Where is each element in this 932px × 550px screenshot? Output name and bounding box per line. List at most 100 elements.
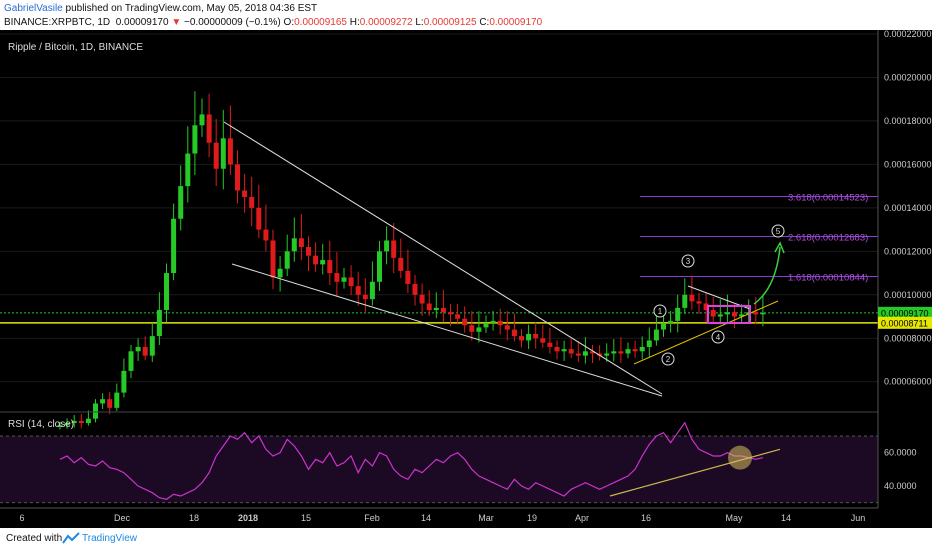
x-tick-label: May: [725, 513, 743, 523]
candle-body: [433, 307, 439, 311]
fib-level-label: 2.618(0.00012683): [788, 232, 868, 243]
candle-body: [440, 307, 446, 313]
drawing-tools: [223, 121, 785, 397]
symbol-label: BINANCE:XRPBTC, 1D: [4, 17, 111, 28]
candle-body: [306, 246, 311, 256]
y-tick-label: 0.00008000: [884, 333, 932, 343]
candle-body: [128, 351, 134, 371]
x-tick-label: 15: [301, 513, 311, 523]
candle-body: [419, 294, 425, 304]
candle-body: [320, 260, 326, 265]
candle-body: [455, 314, 461, 319]
rsi-band: [0, 436, 878, 503]
candle-body: [582, 351, 588, 356]
candle-body: [717, 314, 723, 317]
candle-body: [270, 240, 276, 278]
y-tick-label: 0.00016000: [884, 159, 932, 169]
price-tag-label: 0.00009170: [881, 308, 929, 318]
candle-body: [298, 238, 304, 247]
candle-body: [327, 260, 333, 274]
candle-body: [732, 312, 737, 317]
candle-body: [71, 420, 77, 424]
created-with-label: Created with: [6, 533, 63, 544]
price-chart[interactable]: 1.618(0.00010844) 2.618(0.00012683) 3.618(…: [0, 30, 932, 528]
x-tick-label: Mar: [478, 513, 494, 523]
low-label: L:: [415, 17, 424, 28]
tradingview-logo-icon: [62, 532, 80, 544]
candle-body: [192, 125, 198, 154]
y-tick-label: 0.00014000: [884, 203, 932, 213]
candle-body: [64, 423, 70, 426]
candle-body: [178, 186, 184, 219]
candle-body: [100, 399, 106, 404]
candle-body: [277, 268, 283, 278]
candle-body: [462, 318, 468, 326]
candle-body: [142, 346, 148, 356]
y-tick-label: 0.00022000: [884, 30, 932, 39]
price-tag-badge: [878, 306, 932, 319]
rsi-tick-label: 60.0000: [884, 448, 917, 458]
wave-label: 5: [776, 227, 781, 236]
ohlc-line: BINANCE:XRPBTC, 1D 0.00009170 ▼ −0.00000…: [4, 17, 542, 28]
candle-body: [739, 314, 745, 317]
candle-body: [398, 257, 404, 271]
candle-body: [483, 323, 489, 328]
candle-body: [156, 310, 162, 337]
rsi-title: RSI (14, close): [8, 419, 74, 430]
candle-body: [575, 353, 581, 356]
close-value: 0.00009170: [489, 17, 543, 28]
candle-body: [547, 342, 553, 347]
y-tick-label: 0.00006000: [884, 377, 932, 387]
x-tick-label: Dec: [114, 513, 131, 523]
candle-body: [114, 392, 120, 408]
candle-body: [632, 349, 638, 352]
candle-body: [682, 294, 688, 308]
candle-body: [405, 270, 411, 284]
open-label: O:: [283, 17, 295, 28]
candle-body: [724, 312, 730, 315]
x-axis-labels[interactable]: 6 Dec 18 2018 15 Feb 14 Mar 19 Apr 16 May 14 Jun: [19, 513, 865, 523]
wedge-lower-trendline: [231, 263, 663, 397]
candle-body: [149, 336, 155, 356]
chart-header: GabrielVasile published on TradingView.c…: [0, 0, 932, 30]
low-value: 0.00009125: [423, 17, 477, 28]
candle-body: [341, 277, 347, 282]
candle-body: [256, 207, 262, 230]
author-link[interactable]: GabrielVasile: [4, 3, 63, 14]
x-tick-label: 14: [421, 513, 431, 523]
candle-body: [78, 420, 84, 424]
support-trendline: [633, 300, 779, 365]
last-price: 0.00009170: [115, 17, 169, 28]
wave-label: 1: [658, 307, 663, 316]
tradingview-brand[interactable]: TradingView: [82, 533, 138, 544]
rsi-pane: [0, 421, 878, 504]
candle-body: [689, 294, 695, 302]
high-value: 0.00009272: [359, 17, 413, 28]
publish-line: GabrielVasile published on TradingView.c…: [4, 3, 317, 14]
x-tick-label: Jun: [851, 513, 866, 523]
candle-body: [448, 312, 453, 315]
price-change: −0.00000009 (−0.1%): [184, 17, 281, 28]
candle-body: [696, 301, 702, 304]
candle-body: [554, 346, 560, 352]
candle-body: [249, 197, 255, 208]
rsi-tick-label: 40.0000: [884, 481, 917, 491]
candle-body: [675, 307, 681, 321]
candle-body: [135, 346, 141, 352]
candle-body: [753, 312, 759, 315]
candle-body: [533, 333, 539, 339]
price-tag-badge: [878, 316, 932, 329]
down-arrow-icon: ▼: [171, 17, 182, 28]
fib-level-label: 3.618(0.00014523): [788, 193, 868, 204]
x-tick-label: 6: [19, 513, 24, 523]
rsi-highlight-circle: [728, 445, 752, 470]
y-axis-labels: 0.00022000 0.00020000 0.00018000 0.00016000…: [878, 30, 932, 491]
consolidation-box: [707, 305, 751, 324]
wave-label-circle: [681, 254, 695, 268]
x-tick-label: 18: [189, 513, 199, 523]
candle-body: [242, 190, 248, 198]
price-axis[interactable]: [878, 30, 932, 528]
candle-body: [540, 338, 546, 343]
candle-body: [511, 329, 517, 337]
candle-body: [391, 240, 397, 258]
